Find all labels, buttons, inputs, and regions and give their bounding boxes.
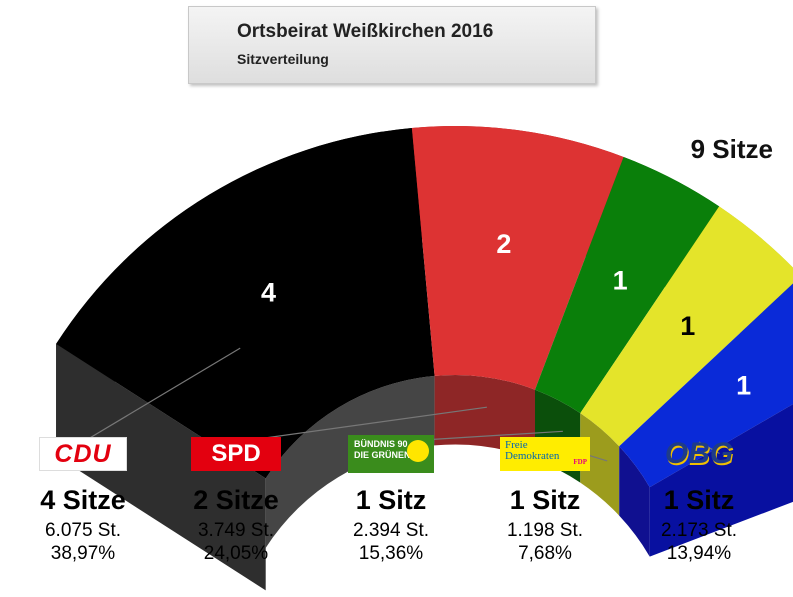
gruene-seats: 1 Sitz xyxy=(355,485,427,515)
slice-inner-side-fdp xyxy=(580,413,620,516)
slice-fdp xyxy=(580,206,793,447)
party-column-gruene: BÜNDNIS 90 DIE GRÜNEN 1 Sitz 2.394 St. 1… xyxy=(316,430,466,566)
cdu-votes: 6.075 St. xyxy=(44,520,122,541)
obg-logo-text: OBG xyxy=(664,437,734,470)
slice-right-cap xyxy=(649,404,793,557)
party-column-obg: OBG 1 Sitz 2.173 St. 13,94% xyxy=(624,430,774,566)
seat-label-spd: 2 xyxy=(496,229,511,259)
fdp-logo-line1: Freie xyxy=(505,439,528,451)
slice-left-cap xyxy=(56,343,266,591)
slice-obg xyxy=(619,283,793,488)
total-seats-label: 9 Sitze xyxy=(690,134,773,164)
chart-title-box: Ortsbeirat Weißkirchen 2016 Sitzverteilu… xyxy=(188,6,596,84)
spd-logo: SPD xyxy=(161,430,311,478)
leader-line-spd xyxy=(235,406,487,443)
gruene-logo-line1: BÜNDNIS 90 xyxy=(354,439,408,449)
fdp-seats: 1 Sitz xyxy=(509,485,581,515)
leader-line-cdu xyxy=(82,347,241,443)
leader-line-obg xyxy=(698,441,720,455)
party-column-cdu: CDU 4 Sitze 6.075 St. 38,97% xyxy=(8,430,158,566)
fdp-logo-line2: Demokraten xyxy=(505,450,560,462)
chart-subtitle: Sitzverteilung xyxy=(237,51,329,67)
sunflower-icon xyxy=(407,440,429,462)
spd-seats: 2 Sitze xyxy=(193,485,279,515)
fdp-percent: 7,68% xyxy=(518,543,572,564)
cdu-logo: CDU xyxy=(8,430,158,478)
slice-inner-side-obg xyxy=(619,446,650,557)
gruene-percent: 15,36% xyxy=(358,543,424,564)
party-column-fdp: Freie Demokraten FDP 1 Sitz 1.198 St. 7,… xyxy=(470,430,620,566)
fdp-votes: 1.198 St. xyxy=(506,520,584,541)
chart-title: Ortsbeirat Weißkirchen 2016 xyxy=(237,21,494,42)
seat-label-b-ndnis-90-die-gr-nen: 1 xyxy=(613,266,628,296)
party-column-spd: SPD 2 Sitze 3.749 St. 24,05% xyxy=(161,430,311,566)
cdu-logo-text: CDU xyxy=(39,437,127,471)
seat-label-obg: 1 xyxy=(736,371,751,401)
slice-cdu xyxy=(56,128,435,479)
slice-b-ndnis-90-die-gr-nen xyxy=(535,157,720,414)
obg-votes: 2.173 St. xyxy=(660,520,738,541)
spd-logo-text: SPD xyxy=(191,437,281,471)
seat-label-fdp: 1 xyxy=(680,311,695,341)
fdp-logo-tag: FDP xyxy=(573,458,587,466)
slice-spd xyxy=(411,126,624,390)
fdp-logo: Freie Demokraten FDP xyxy=(470,430,620,478)
cdu-percent: 38,97% xyxy=(50,543,116,564)
gruene-logo-line2: DIE GRÜNEN xyxy=(354,450,411,460)
obg-logo: OBG xyxy=(624,430,774,478)
obg-seats: 1 Sitz xyxy=(663,485,735,515)
obg-percent: 13,94% xyxy=(666,543,732,564)
cdu-seats: 4 Sitze xyxy=(40,485,126,515)
gruene-logo: BÜNDNIS 90 DIE GRÜNEN xyxy=(316,430,466,478)
gruene-votes: 2.394 St. xyxy=(352,520,430,541)
spd-percent: 24,05% xyxy=(203,543,269,564)
spd-votes: 3.749 St. xyxy=(197,520,275,541)
seat-label-cdu: 4 xyxy=(261,278,276,308)
